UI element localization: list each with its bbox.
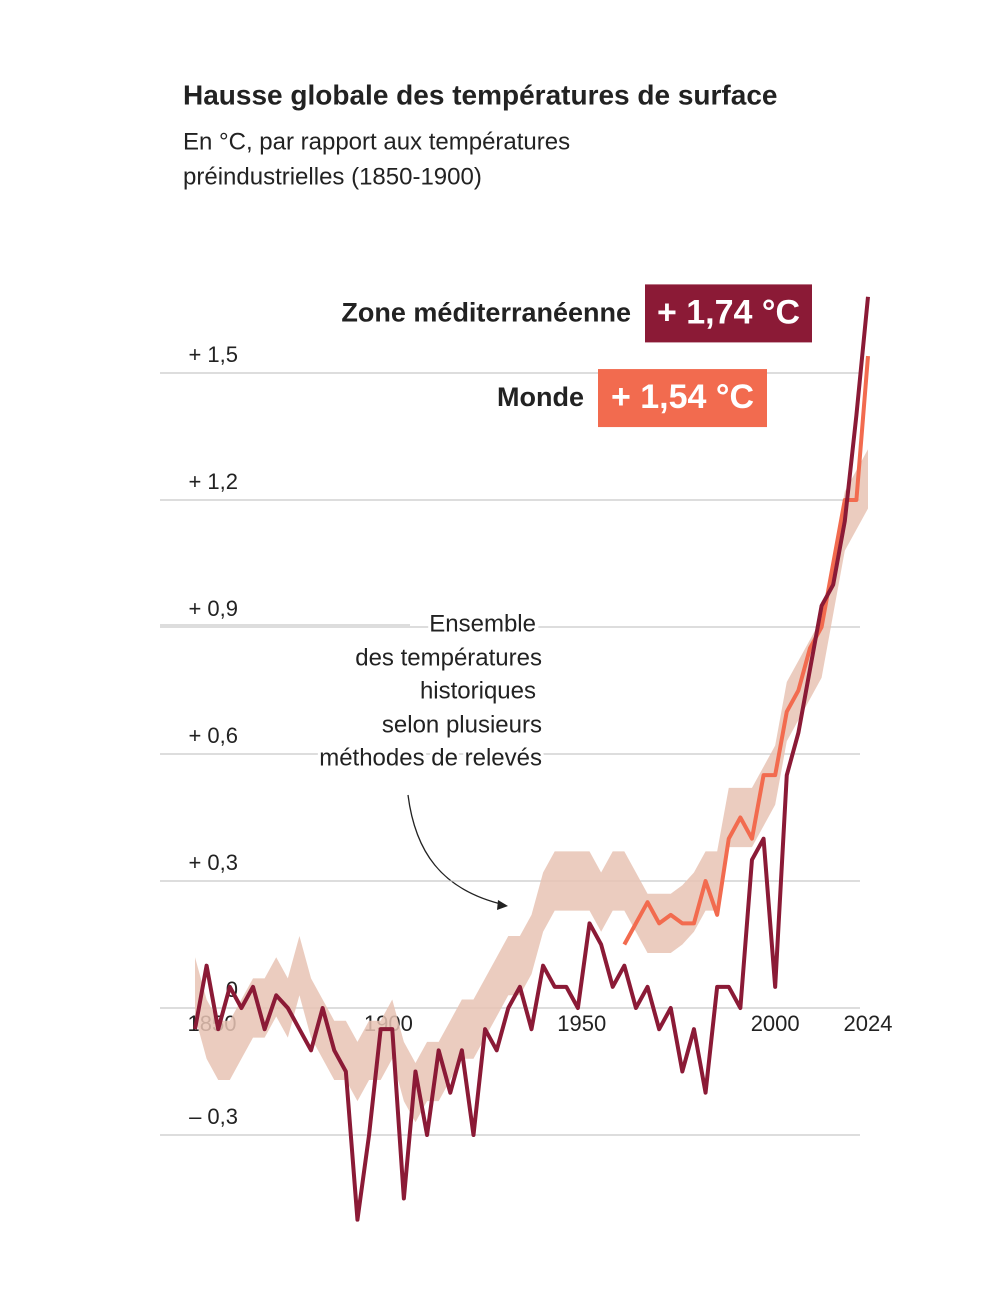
y-tick-label: + 0,6 (188, 723, 238, 748)
y-tick-label: + 0,9 (188, 596, 238, 621)
x-tick-label: 2024 (844, 1011, 893, 1036)
subtitle: En °C, par rapport aux températures (183, 128, 570, 155)
series-line (193, 296, 870, 1222)
chart-title: Hausse globale des températures de surfa… (183, 79, 777, 110)
annotation: Ensemble (429, 610, 536, 637)
y-tick-label: + 1,2 (188, 469, 238, 494)
y-tick-label: – 0,3 (189, 1104, 238, 1129)
y-tick-label: + 1,5 (188, 342, 238, 367)
callout-box (598, 369, 767, 428)
callout-box (645, 284, 812, 343)
y-tick-label: + 0,3 (188, 850, 238, 875)
legend-label: Monde (497, 382, 584, 412)
subtitle: préindustrielles (1850-1900) (183, 163, 482, 190)
x-tick-label: 2000 (751, 1011, 800, 1036)
callout-label: + 1,54 °C (611, 378, 754, 416)
series-line (622, 355, 870, 946)
x-tick-label: 1950 (557, 1011, 606, 1036)
annotation-arrow (407, 794, 506, 906)
callout-label: + 1,74 °C (657, 293, 800, 331)
annotation: historiques (420, 677, 536, 704)
annotation: selon plusieurs (382, 711, 542, 738)
annotation: méthodes de relevés (319, 744, 542, 771)
arrow-head (497, 900, 508, 910)
annotation: des températures (355, 644, 542, 671)
legend-label: Zone méditerranéenne (341, 298, 631, 328)
